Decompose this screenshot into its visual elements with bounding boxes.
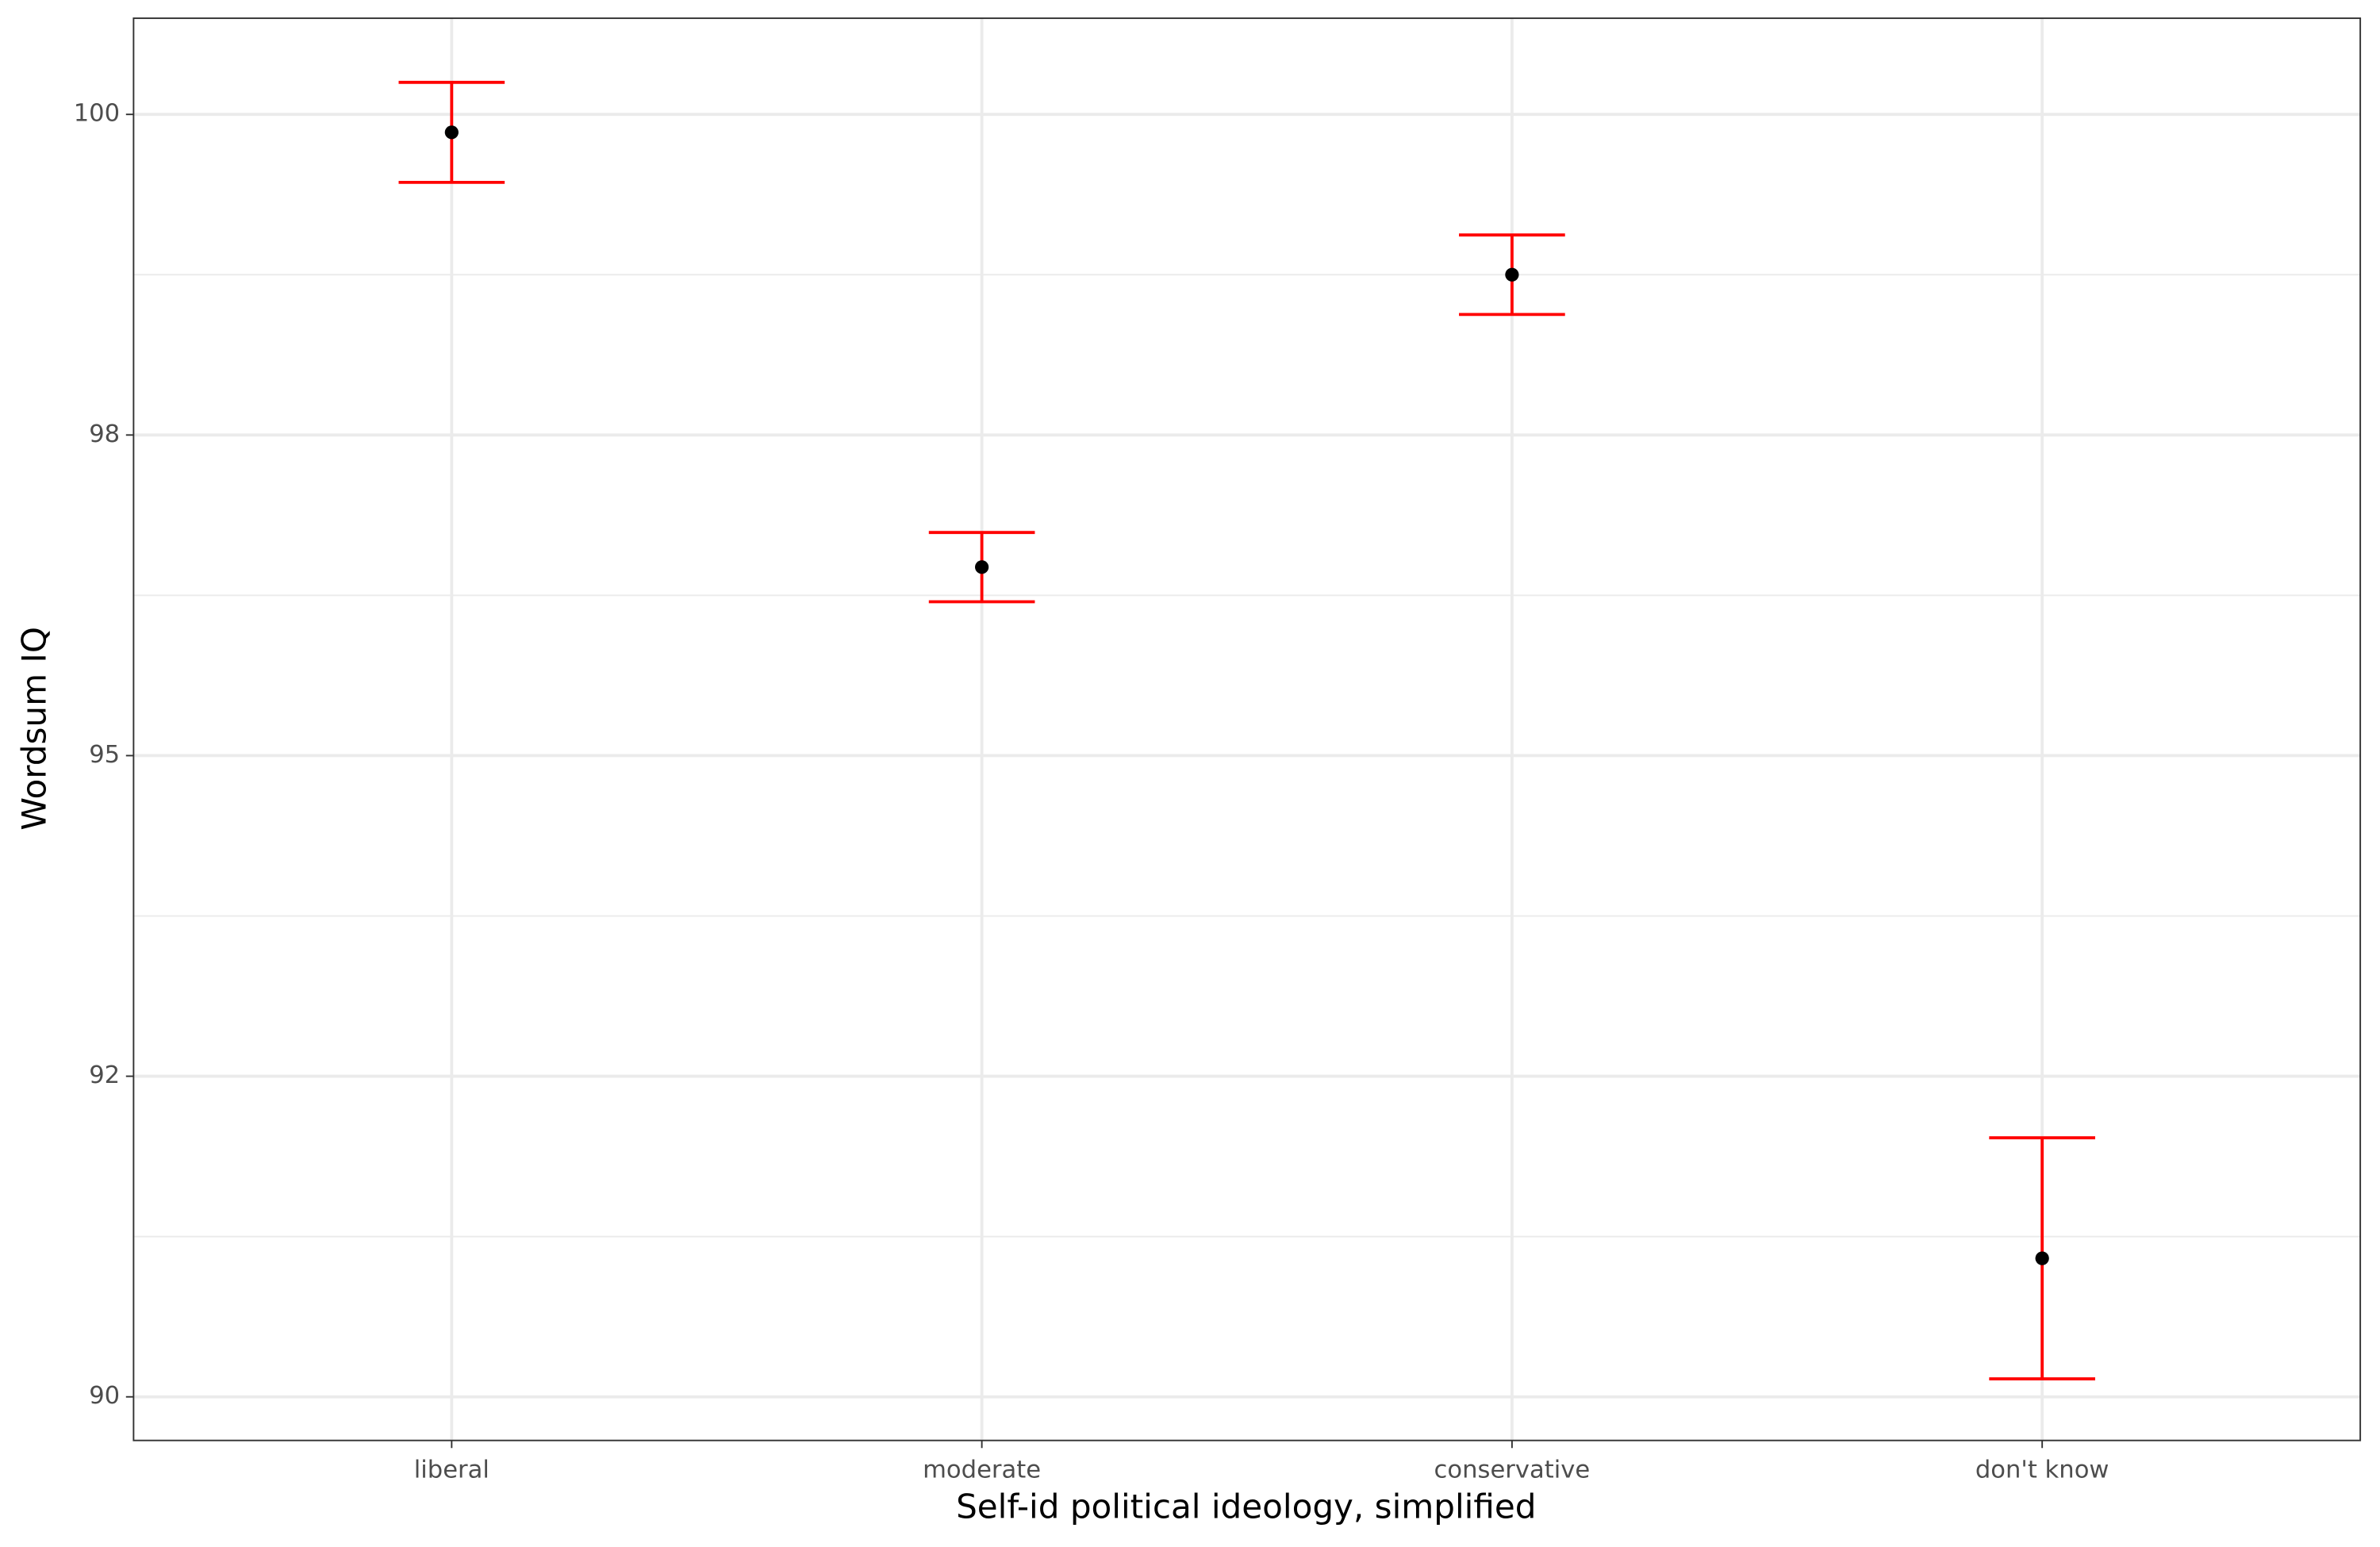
x-tick-label: don't know: [1975, 1456, 2109, 1484]
plot-border: [132, 17, 2362, 1441]
y-tick-label: 98: [89, 420, 120, 448]
x-axis-title: Self-id political ideology, simplified: [956, 1487, 1536, 1526]
point: [2035, 1251, 2049, 1265]
y-tick-label: 90: [89, 1382, 120, 1410]
x-tick-label: liberal: [414, 1456, 489, 1484]
x-tick-label: moderate: [923, 1456, 1041, 1484]
point: [1505, 267, 1519, 282]
y-tick-label: 92: [89, 1061, 120, 1089]
point: [444, 125, 459, 140]
point: [974, 560, 989, 574]
y-axis-title: Wordsum IQ: [14, 627, 53, 831]
x-tick-label: conservative: [1434, 1456, 1591, 1484]
y-tick-label: 95: [89, 741, 120, 769]
y-tick-label: 100: [74, 100, 120, 128]
